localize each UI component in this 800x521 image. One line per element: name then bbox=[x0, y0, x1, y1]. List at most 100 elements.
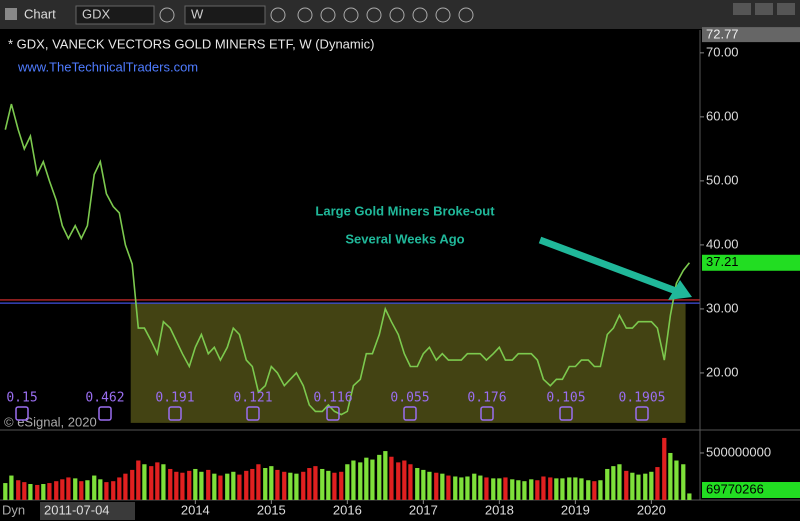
volume-bar bbox=[98, 479, 103, 500]
volume-bar bbox=[649, 471, 654, 500]
volume-bar bbox=[415, 468, 420, 500]
help-button[interactable] bbox=[733, 3, 751, 15]
cycle-label: 0.15 bbox=[6, 391, 37, 406]
volume-bar bbox=[579, 478, 584, 500]
scale-high-label: 72.77 bbox=[706, 27, 739, 42]
x-tick-label: 2014 bbox=[181, 502, 210, 517]
last-price-label: 37.21 bbox=[706, 254, 739, 269]
y-tick-label: 30.00 bbox=[706, 300, 739, 315]
volume-tick-label: 500000000 bbox=[706, 444, 771, 459]
volume-bar bbox=[66, 477, 71, 500]
volume-bar bbox=[377, 454, 382, 500]
volume-bar bbox=[206, 469, 211, 500]
volume-bar bbox=[92, 475, 97, 500]
volume-bar bbox=[434, 472, 439, 500]
symbol-input[interactable] bbox=[75, 5, 155, 25]
cycle-label: 0.191 bbox=[155, 391, 194, 406]
volume-bar bbox=[237, 474, 242, 500]
refresh-button[interactable] bbox=[159, 7, 175, 23]
volume-bar bbox=[282, 471, 287, 500]
volume-bar bbox=[22, 482, 27, 500]
volume-bar bbox=[142, 464, 147, 500]
volume-bar bbox=[339, 471, 344, 500]
twitter-button[interactable] bbox=[435, 7, 451, 23]
volume-bar bbox=[522, 481, 527, 500]
volume-bar bbox=[180, 472, 185, 500]
chart-subtitle: www.TheTechnicalTraders.com bbox=[17, 59, 198, 74]
volume-bar bbox=[503, 477, 508, 500]
x-tick-label: 2018 bbox=[485, 502, 514, 517]
interval-input[interactable] bbox=[184, 5, 266, 25]
volume-bar bbox=[199, 471, 204, 500]
app-label: Chart bbox=[24, 6, 56, 21]
last-volume-label: 69770266 bbox=[706, 481, 764, 496]
cycle-icon bbox=[403, 406, 417, 421]
volume-bar bbox=[396, 462, 401, 500]
volume-bar bbox=[402, 460, 407, 500]
volume-bar bbox=[332, 472, 337, 500]
volume-bar bbox=[288, 472, 293, 500]
volume-bar bbox=[681, 464, 686, 500]
interval-text: W bbox=[191, 6, 204, 21]
y-tick-label: 70.00 bbox=[706, 44, 739, 59]
volume-bar bbox=[47, 483, 52, 500]
volume-bar bbox=[548, 477, 553, 500]
x-tick-label: 2016 bbox=[333, 502, 362, 517]
draw-button[interactable] bbox=[297, 7, 313, 23]
x-tick-label: 2015 bbox=[257, 502, 286, 517]
volume-bar bbox=[605, 468, 610, 500]
volume-bar bbox=[529, 479, 534, 500]
x-tick-label: 2020 bbox=[637, 502, 666, 517]
volume-bar bbox=[9, 475, 14, 500]
volume-bar bbox=[212, 473, 217, 500]
volume-bar bbox=[421, 469, 426, 500]
volume-bar bbox=[370, 459, 375, 500]
cursor-date-box bbox=[40, 502, 135, 520]
volume-bar bbox=[408, 464, 413, 500]
volume-bar bbox=[269, 466, 274, 500]
volume-bar bbox=[472, 473, 477, 500]
volume-bar bbox=[484, 477, 489, 500]
x-tick-label: 2019 bbox=[561, 502, 590, 517]
link-button[interactable] bbox=[389, 7, 405, 23]
volume-bar bbox=[364, 457, 369, 500]
symbol-text: GDX bbox=[82, 6, 111, 21]
volume-bar bbox=[3, 483, 8, 500]
volume-bar bbox=[155, 462, 160, 500]
facebook-button[interactable] bbox=[458, 7, 474, 23]
volume-bar bbox=[225, 473, 230, 500]
volume-bar bbox=[535, 480, 540, 500]
time-button[interactable] bbox=[270, 7, 286, 23]
volume-bar bbox=[497, 478, 502, 500]
study-button[interactable] bbox=[320, 7, 336, 23]
volume-bar bbox=[687, 493, 692, 500]
volume-bar bbox=[35, 484, 40, 500]
annotation: Several Weeks Ago bbox=[345, 231, 464, 246]
volume-bar bbox=[516, 480, 521, 500]
cycle-icon bbox=[326, 406, 340, 421]
volume-bar bbox=[294, 473, 299, 500]
cycle-label: 0.055 bbox=[390, 391, 429, 406]
alert-button[interactable] bbox=[366, 7, 382, 23]
cycle-label: 0.105 bbox=[546, 391, 585, 406]
minimize-button[interactable] bbox=[755, 3, 773, 15]
volume-bar bbox=[611, 466, 616, 500]
volume-bar bbox=[351, 460, 356, 500]
cycle-label: 0.116 bbox=[313, 391, 352, 406]
close-button[interactable] bbox=[777, 3, 795, 15]
last-price-box bbox=[702, 254, 800, 271]
volume-bar bbox=[478, 475, 483, 500]
volume-bar bbox=[231, 471, 236, 500]
volume-bar bbox=[111, 481, 116, 500]
volume-bar bbox=[263, 468, 268, 500]
volume-bar bbox=[136, 460, 141, 500]
last-volume-box bbox=[702, 482, 800, 498]
y-tick-label: 50.00 bbox=[706, 172, 739, 187]
dollar-button[interactable] bbox=[343, 7, 359, 23]
volume-bar bbox=[358, 462, 363, 500]
volume-bar bbox=[598, 480, 603, 500]
volume-bar bbox=[244, 470, 249, 500]
tool-button[interactable] bbox=[412, 7, 428, 23]
